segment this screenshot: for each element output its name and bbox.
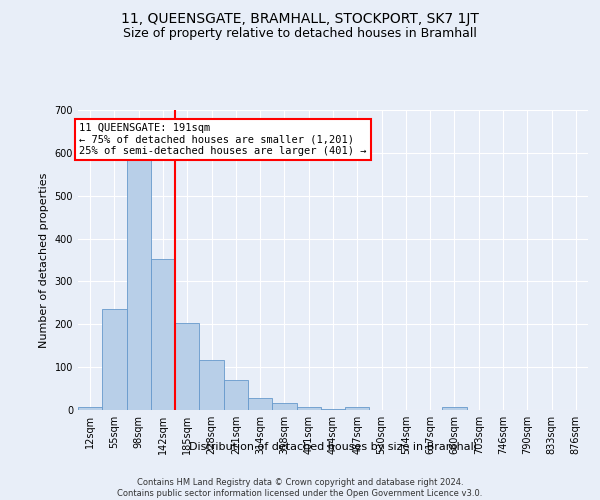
Bar: [272, 403, 296, 410]
Bar: [345, 408, 370, 410]
Bar: [151, 259, 175, 410]
Text: 11, QUEENSGATE, BRAMHALL, STOCKPORT, SK7 1JT: 11, QUEENSGATE, BRAMHALL, STOCKPORT, SK7…: [121, 12, 479, 26]
Bar: [224, 380, 248, 410]
Bar: [442, 408, 467, 410]
Text: Contains HM Land Registry data © Crown copyright and database right 2024.
Contai: Contains HM Land Registry data © Crown c…: [118, 478, 482, 498]
Text: Distribution of detached houses by size in Bramhall: Distribution of detached houses by size …: [189, 442, 477, 452]
Bar: [199, 360, 224, 410]
Bar: [321, 408, 345, 410]
Bar: [78, 407, 102, 410]
Bar: [248, 398, 272, 410]
Bar: [127, 160, 151, 410]
Text: 11 QUEENSGATE: 191sqm
← 75% of detached houses are smaller (1,201)
25% of semi-d: 11 QUEENSGATE: 191sqm ← 75% of detached …: [79, 123, 367, 156]
Y-axis label: Number of detached properties: Number of detached properties: [39, 172, 49, 348]
Bar: [102, 310, 127, 410]
Text: Size of property relative to detached houses in Bramhall: Size of property relative to detached ho…: [123, 28, 477, 40]
Bar: [296, 407, 321, 410]
Bar: [175, 324, 199, 410]
